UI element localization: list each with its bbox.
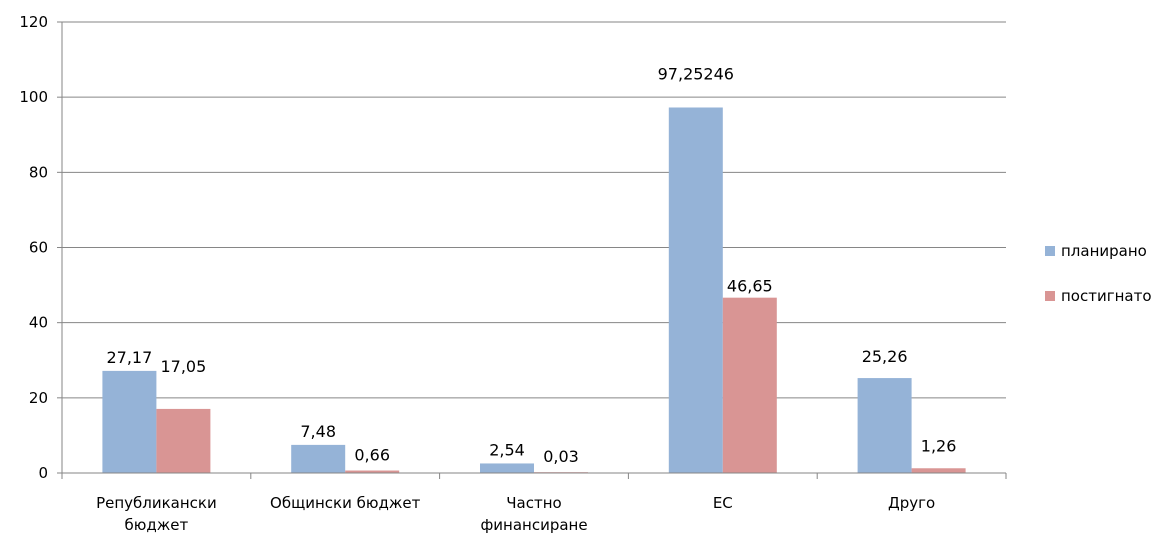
bar-постигнато-3	[722, 297, 777, 473]
y-tick-label: 0	[38, 464, 48, 482]
data-label: 0,66	[354, 446, 390, 465]
data-label: 27,17	[106, 348, 152, 367]
data-label: 1,26	[921, 436, 957, 455]
y-tick-label: 40	[29, 314, 48, 332]
legend-label: постигнато	[1061, 287, 1152, 305]
y-tick-label: 100	[19, 88, 48, 106]
x-category-label: Републикански	[96, 494, 217, 512]
x-category-label: Частно	[506, 494, 561, 512]
bars	[102, 107, 966, 474]
data-labels: 27,17 17,05 7,48 0,66 2,54 0,03 97,25246 46,65 2…	[106, 64, 956, 466]
bar-планирано-2	[480, 463, 534, 473]
bar-постигнато-0	[156, 408, 211, 473]
legend-swatch	[1045, 246, 1055, 256]
bar-постигнато-4	[911, 468, 966, 473]
x-category-label: Друго	[888, 494, 935, 512]
data-label: 7,48	[300, 422, 336, 441]
bar-планирано-4	[857, 378, 912, 473]
data-label: 17,05	[160, 357, 206, 376]
x-category-label: Общински бюджет	[270, 494, 421, 512]
axes	[57, 21, 1007, 479]
legend-label: планирано	[1061, 242, 1147, 260]
legend-swatch	[1045, 291, 1055, 301]
data-label: 46,65	[727, 277, 773, 296]
gridlines	[62, 21, 1006, 399]
legend: планирано постигнато	[1045, 242, 1152, 305]
x-axis-category-labels: Републикански бюджет Общински бюджет Частно…	[96, 494, 935, 534]
x-category-label: финансиране	[480, 516, 587, 534]
y-tick-label: 60	[29, 239, 48, 257]
data-label: 97,25246	[658, 64, 734, 83]
y-tick-label: 80	[29, 163, 48, 181]
y-tick-label: 20	[29, 389, 48, 407]
data-label: 2,54	[489, 440, 525, 459]
x-category-label: ЕС	[713, 494, 733, 512]
bar-планирано-3	[668, 107, 723, 474]
y-tick-label: 120	[19, 13, 48, 31]
y-axis-tick-labels: 0 20 40 60 80 100 120	[19, 13, 48, 482]
x-category-label: бюджет	[125, 516, 189, 534]
data-label: 25,26	[862, 347, 908, 366]
bar-планирано-1	[291, 444, 346, 473]
bar-постигнато-1	[345, 470, 400, 473]
bar-планирано-0	[102, 370, 157, 473]
data-label: 0,03	[543, 447, 579, 466]
